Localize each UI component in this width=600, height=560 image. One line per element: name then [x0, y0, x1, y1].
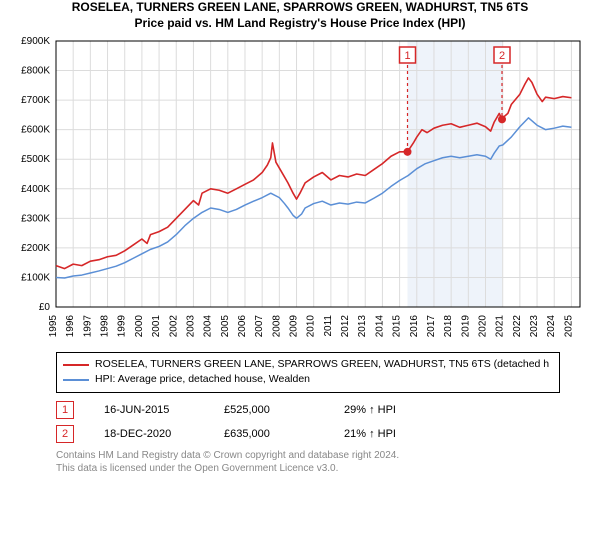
svg-text:1998: 1998	[100, 315, 111, 338]
svg-text:2000: 2000	[134, 315, 145, 338]
svg-text:1: 1	[404, 50, 410, 62]
marker-row: 1 16-JUN-2015£525,00029% ↑ HPI	[56, 401, 560, 419]
marker-price: £525,000	[224, 404, 344, 416]
marker-date: 16-JUN-2015	[104, 404, 224, 416]
svg-text:2007: 2007	[254, 315, 265, 338]
svg-text:2018: 2018	[443, 315, 454, 338]
footer-attribution: Contains HM Land Registry data © Crown c…	[56, 449, 560, 476]
svg-text:2017: 2017	[426, 315, 437, 338]
svg-text:2014: 2014	[374, 315, 385, 338]
svg-text:£600K: £600K	[21, 125, 50, 136]
legend-swatch	[63, 364, 89, 366]
svg-text:2023: 2023	[529, 315, 540, 338]
svg-text:1997: 1997	[82, 315, 93, 338]
legend-swatch	[63, 379, 89, 381]
svg-text:2016: 2016	[409, 315, 420, 338]
svg-text:£300K: £300K	[21, 214, 50, 225]
svg-text:1999: 1999	[117, 315, 128, 338]
svg-text:2006: 2006	[237, 315, 248, 338]
svg-text:£900K: £900K	[21, 36, 50, 47]
title-line-1: ROSELEA, TURNERS GREEN LANE, SPARROWS GR…	[0, 0, 600, 16]
svg-text:£100K: £100K	[21, 273, 50, 284]
sale-markers-table: 1 16-JUN-2015£525,00029% ↑ HPI 2 18-DEC-202…	[56, 401, 560, 443]
title-line-2: Price paid vs. HM Land Registry's House …	[0, 16, 600, 32]
svg-text:2: 2	[499, 50, 505, 62]
marker-date: 18-DEC-2020	[104, 428, 224, 440]
marker-number-box: 2	[56, 425, 74, 443]
svg-text:2009: 2009	[289, 315, 300, 338]
svg-text:2015: 2015	[392, 315, 403, 338]
marker-row: 2 18-DEC-2020£635,00021% ↑ HPI	[56, 425, 560, 443]
svg-text:2025: 2025	[563, 315, 574, 338]
svg-text:£500K: £500K	[21, 154, 50, 165]
legend-item: HPI: Average price, detached house, Weal…	[63, 372, 553, 387]
marker-number-box: 1	[56, 401, 74, 419]
legend-item: ROSELEA, TURNERS GREEN LANE, SPARROWS GR…	[63, 357, 553, 372]
svg-text:2008: 2008	[271, 315, 282, 338]
svg-text:1995: 1995	[48, 315, 59, 338]
svg-text:2004: 2004	[203, 315, 214, 338]
legend-label: HPI: Average price, detached house, Weal…	[95, 372, 310, 387]
svg-text:2003: 2003	[185, 315, 196, 338]
svg-text:2022: 2022	[512, 315, 523, 338]
svg-text:2005: 2005	[220, 315, 231, 338]
chart-svg: £0 £100K £200K £300K £400K £500K £600K £700K £80…	[0, 31, 600, 341]
svg-text:2012: 2012	[340, 315, 351, 338]
footer-line-2: This data is licensed under the Open Gov…	[56, 462, 560, 476]
svg-text:2020: 2020	[478, 315, 489, 338]
svg-text:£200K: £200K	[21, 243, 50, 254]
svg-text:2021: 2021	[495, 315, 506, 338]
svg-text:£800K: £800K	[21, 66, 50, 77]
footer-line-1: Contains HM Land Registry data © Crown c…	[56, 449, 560, 463]
svg-text:2002: 2002	[168, 315, 179, 338]
chart-title: ROSELEA, TURNERS GREEN LANE, SPARROWS GR…	[0, 0, 600, 31]
svg-text:£400K: £400K	[21, 184, 50, 195]
svg-text:2011: 2011	[323, 315, 334, 337]
svg-text:2024: 2024	[546, 315, 557, 338]
marker-price: £635,000	[224, 428, 344, 440]
svg-text:1996: 1996	[65, 315, 76, 338]
svg-text:£700K: £700K	[21, 95, 50, 106]
legend-label: ROSELEA, TURNERS GREEN LANE, SPARROWS GR…	[95, 357, 549, 372]
svg-text:2001: 2001	[151, 315, 162, 338]
svg-text:2013: 2013	[357, 315, 368, 338]
marker-delta: 29% ↑ HPI	[344, 404, 464, 416]
marker-delta: 21% ↑ HPI	[344, 428, 464, 440]
svg-text:2010: 2010	[306, 315, 317, 338]
svg-text:2019: 2019	[460, 315, 471, 338]
legend: ROSELEA, TURNERS GREEN LANE, SPARROWS GR…	[56, 352, 560, 392]
price-chart: £0 £100K £200K £300K £400K £500K £600K £700K £80…	[0, 31, 600, 346]
svg-text:£0: £0	[39, 302, 51, 313]
